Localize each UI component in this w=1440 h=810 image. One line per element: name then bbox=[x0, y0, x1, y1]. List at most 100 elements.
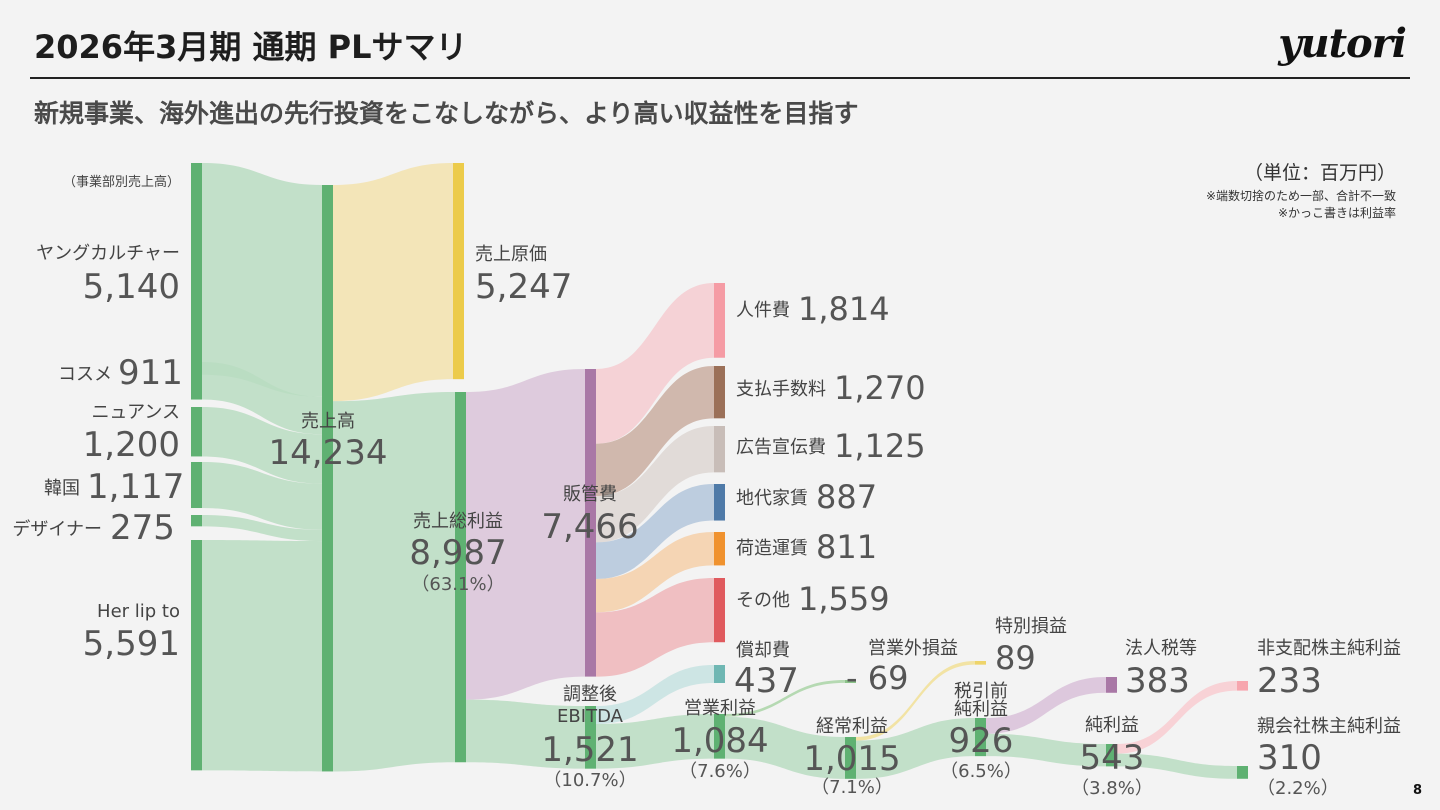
other-value: 1,559 bbox=[798, 580, 890, 618]
yutori-logo: yutori bbox=[1278, 20, 1407, 67]
ebitda-value: 1,521 bbox=[541, 730, 638, 770]
node-non_operating bbox=[845, 680, 856, 683]
herlipto-value: 5,591 bbox=[83, 624, 180, 664]
rent-value: 887 bbox=[816, 478, 877, 516]
fees-value: 1,270 bbox=[834, 369, 926, 407]
nuance-label: ニュアンス bbox=[91, 402, 180, 423]
sales-value: 14,234 bbox=[269, 433, 388, 473]
link-sales-to-cogs bbox=[333, 163, 453, 402]
node-nuance bbox=[191, 407, 202, 457]
node-personnel bbox=[714, 283, 725, 358]
gross_profit-value: 8,987 bbox=[409, 533, 506, 573]
link-pretax_profit-to-tax bbox=[986, 677, 1106, 734]
node-young_culture bbox=[191, 163, 202, 375]
pretax_profit-value: 926 bbox=[949, 721, 1014, 761]
non_operating-label: 営業外損益 bbox=[868, 638, 958, 659]
link-sga-to-other bbox=[596, 578, 714, 677]
advertising-value: 1,125 bbox=[834, 427, 926, 465]
gross_profit-label: 売上総利益 bbox=[413, 511, 503, 532]
ebitda-label: 調整後 bbox=[563, 684, 617, 705]
minority-label: 非支配株主純利益 bbox=[1257, 638, 1401, 659]
node-fees bbox=[714, 366, 725, 419]
link-sales-to-gross_profit bbox=[333, 392, 455, 772]
net_income-value: 543 bbox=[1080, 738, 1145, 778]
pretax_profit-margin: （6.5%） bbox=[940, 761, 1022, 782]
node-net_income bbox=[1106, 744, 1117, 767]
personnel-value: 1,814 bbox=[798, 290, 890, 328]
korea-label: 韓国 bbox=[44, 478, 80, 499]
cosme-label: コスメ bbox=[58, 364, 112, 385]
sankey-links bbox=[202, 163, 1237, 779]
link-pretax_profit-to-net_income bbox=[986, 733, 1106, 767]
sales-label: 売上高 bbox=[301, 411, 355, 432]
designer-value: 275 bbox=[110, 508, 175, 548]
node-tax bbox=[1106, 677, 1117, 693]
node-cosme bbox=[191, 362, 202, 400]
segment_header-label: （事業部別売上高） bbox=[63, 174, 180, 190]
link-nuance-to-sales bbox=[202, 407, 322, 484]
other-label: その他 bbox=[736, 590, 790, 611]
link-young_culture-to-sales bbox=[202, 163, 322, 397]
ordinary_profit-value: 1,015 bbox=[803, 739, 900, 779]
node-sga bbox=[585, 369, 596, 677]
fees-label: 支払手数料 bbox=[736, 379, 826, 400]
cosme-value: 911 bbox=[118, 353, 183, 393]
node-ebitda bbox=[585, 706, 596, 769]
link-ebitda-to-depreciation bbox=[596, 665, 714, 725]
node-rent bbox=[714, 484, 725, 521]
node-depreciation bbox=[714, 665, 725, 684]
node-sales bbox=[322, 185, 333, 772]
node-ordinary_profit bbox=[845, 737, 856, 779]
operating_profit-margin: （7.6%） bbox=[679, 761, 761, 782]
node-extraordinary bbox=[975, 661, 986, 665]
designer-label: デザイナー bbox=[12, 519, 102, 540]
sankey-labels: （事業部別売上高） ヤングカルチャー 5,140 コスメ 911 ニュアンス1,200韓国… bbox=[12, 174, 1401, 799]
depreciation-value: 437 bbox=[734, 661, 799, 701]
cogs-label: 売上原価 bbox=[475, 244, 547, 265]
unit-note: （単位：百万円） bbox=[1243, 162, 1396, 184]
pretax_profit-label: 純利益 bbox=[954, 699, 1008, 720]
parent_net_income-label: 親会社株主純利益 bbox=[1257, 716, 1401, 737]
node-other bbox=[714, 578, 725, 643]
link-designer-to-sales bbox=[202, 515, 322, 542]
link-sga-to-fees bbox=[596, 366, 714, 497]
logistics-label: 荷造運賃 bbox=[736, 538, 808, 559]
ebitda-label: EBITDA bbox=[557, 706, 624, 727]
link-cosme-to-sales bbox=[202, 362, 322, 435]
link-gross_profit-to-ebitda bbox=[466, 699, 585, 769]
node-pretax_profit bbox=[975, 718, 986, 757]
young_culture-value: 5,140 bbox=[83, 267, 180, 307]
net_income-label: 純利益 bbox=[1085, 715, 1139, 736]
node-operating_profit bbox=[714, 714, 725, 759]
tax-value: 383 bbox=[1125, 661, 1190, 701]
advertising-label: 広告宣伝費 bbox=[736, 437, 826, 458]
tax-label: 法人税等 bbox=[1125, 638, 1197, 659]
link-ordinary_profit-to-extraordinary bbox=[856, 661, 975, 741]
rounding-note: ※端数切捨のため一部、合計不一致 bbox=[1205, 189, 1396, 203]
operating_profit-value: 1,084 bbox=[671, 721, 768, 761]
link-operating_profit-to-ordinary_profit bbox=[725, 716, 845, 779]
ordinary_profit-margin: （7.1%） bbox=[811, 777, 893, 798]
node-advertising bbox=[714, 426, 725, 473]
pretax_profit-label: 税引前 bbox=[954, 681, 1008, 702]
node-designer bbox=[191, 515, 202, 527]
extraordinary-label: 特別損益 bbox=[995, 616, 1067, 637]
page-number: 8 bbox=[1412, 783, 1422, 798]
sga-label: 販管費 bbox=[563, 484, 617, 505]
node-minority bbox=[1237, 681, 1248, 691]
extraordinary-value: 89 bbox=[995, 639, 1036, 677]
parent_net_income-margin: （2.2%） bbox=[1257, 778, 1339, 799]
herlipto-label: Her lip to bbox=[97, 601, 180, 622]
margin-note: ※かっこ書きは利益率 bbox=[1277, 206, 1396, 220]
link-herlipto-to-sales bbox=[202, 540, 322, 772]
logistics-value: 811 bbox=[816, 528, 877, 566]
link-sga-to-logistics bbox=[596, 532, 714, 613]
link-korea-to-sales bbox=[202, 462, 322, 530]
parent_net_income-value: 310 bbox=[1257, 738, 1322, 778]
page-subtitle: 新規事業、海外進出の先行投資をこなしながら、より高い収益性を目指す bbox=[34, 99, 859, 128]
link-net_income-to-parent_net_income bbox=[1117, 753, 1237, 779]
minority-value: 233 bbox=[1257, 661, 1322, 701]
link-sga-to-rent bbox=[596, 484, 714, 579]
ordinary_profit-label: 経常利益 bbox=[816, 716, 888, 737]
